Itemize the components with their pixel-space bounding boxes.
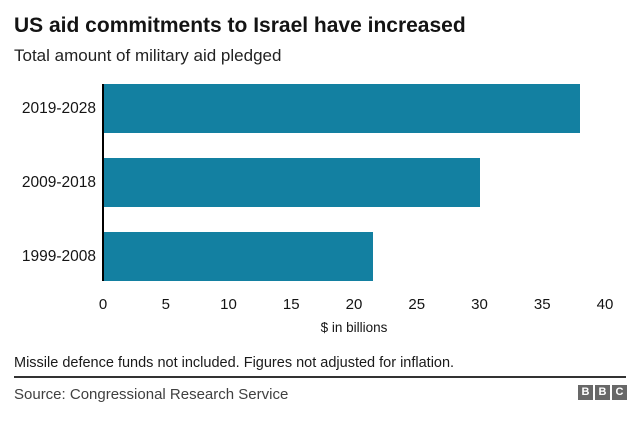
category-label: 1999-2008 <box>21 247 96 265</box>
bar-rows: 2019-2028 2009-2018 1999-2008 <box>0 84 640 306</box>
x-tick-label: 10 <box>220 296 237 313</box>
chart-title: US aid commitments to Israel have increa… <box>14 14 466 37</box>
x-axis-label: $ in billions <box>320 320 388 335</box>
x-tick-label: 25 <box>408 296 426 313</box>
y-axis-line <box>101 84 104 281</box>
bar-row: 1999-2008 <box>0 232 640 281</box>
bar-track <box>103 158 605 207</box>
category-label: 2009-2018 <box>21 173 96 191</box>
logo-letter-block: C <box>612 385 627 400</box>
chart-subtitle: Total amount of military aid pledged <box>14 46 282 65</box>
x-tick-label: 15 <box>282 296 300 313</box>
x-tick-label: 0 <box>98 296 108 313</box>
logo-letter-block: B <box>578 385 593 400</box>
bar <box>103 158 480 207</box>
bar-track <box>103 84 605 133</box>
x-tick-label: 5 <box>161 296 170 313</box>
bar-chart: 2019-2028 2009-2018 1999-2008 0 5 10 15 20 25 30… <box>0 84 640 335</box>
x-tick-label: 20 <box>345 296 363 313</box>
category-label: 2019-2028 <box>21 99 96 117</box>
bar <box>103 232 373 281</box>
x-tick-label: 30 <box>471 296 488 313</box>
chart-footnote: Missile defence funds not included. Figu… <box>14 355 455 371</box>
x-axis-ticks: 0 5 10 15 20 25 30 35 40 <box>99 296 614 314</box>
x-tick-label: 40 <box>596 296 614 313</box>
logo-letter-block: B <box>595 385 610 400</box>
footer-divider <box>14 376 626 378</box>
x-tick-label: 35 <box>533 296 551 313</box>
bar-row: 2019-2028 <box>0 84 640 133</box>
source-credit: Source: Congressional Research Service <box>14 386 289 403</box>
bar-track <box>103 232 605 281</box>
bar <box>103 84 580 133</box>
bar-row: 2009-2018 <box>0 158 640 207</box>
